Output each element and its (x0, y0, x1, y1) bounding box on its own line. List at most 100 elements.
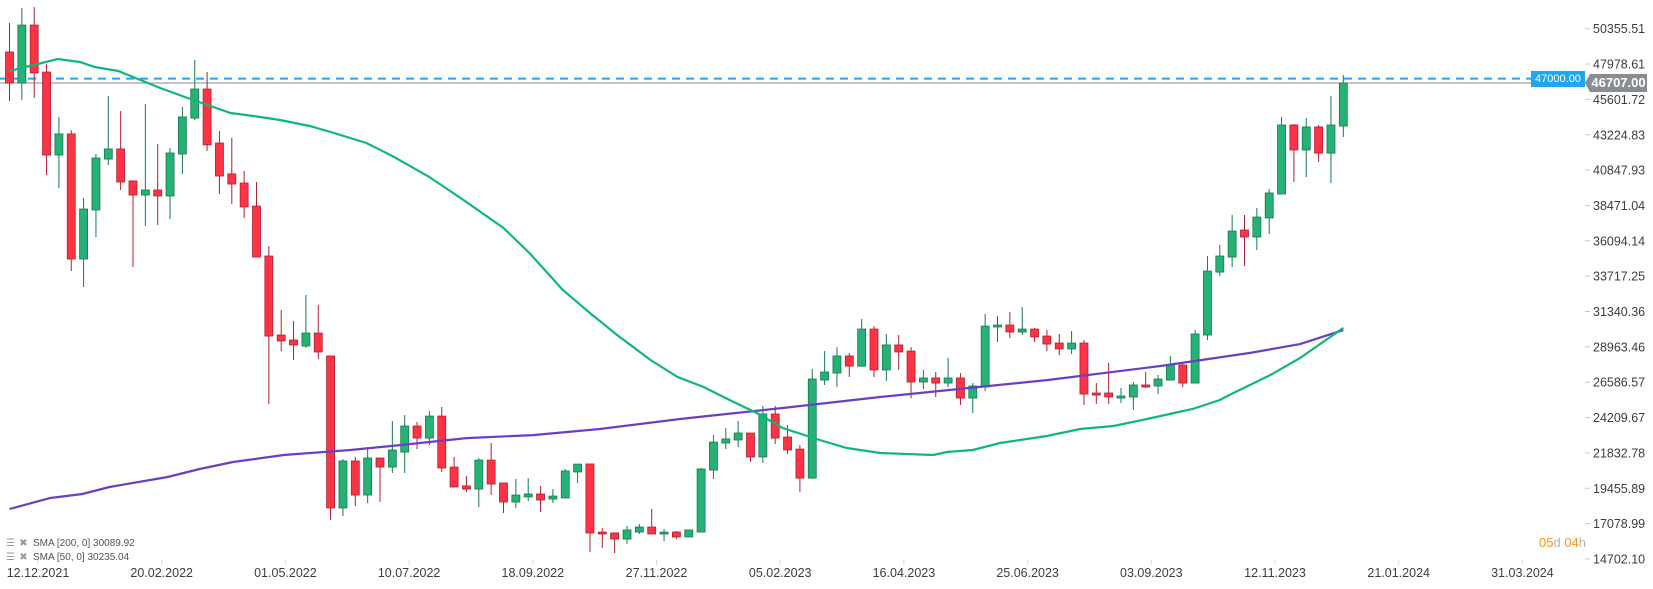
candle-down (610, 532, 620, 554)
candle-body (276, 334, 286, 342)
candle-down (326, 355, 336, 521)
date-tick-label: 20.02.2022 (130, 566, 193, 580)
price-tick-label: 14702.10 (1593, 552, 1645, 566)
candle-body (980, 325, 990, 388)
candle-up (1301, 118, 1311, 178)
candle-up (820, 351, 829, 385)
candle-body (17, 24, 27, 84)
settings-icon[interactable]: ☰ (6, 552, 15, 563)
candle-down (931, 372, 941, 398)
candle-down (647, 509, 657, 535)
remove-icon[interactable]: ✖ (19, 538, 28, 549)
candle-body (869, 328, 879, 371)
candle-up (79, 198, 88, 287)
candle-down (128, 180, 138, 268)
price-tick-label: 17078.99 (1593, 517, 1645, 531)
remove-icon[interactable]: ✖ (19, 552, 28, 563)
candle-body (1091, 392, 1101, 396)
candle-up (1338, 75, 1348, 138)
countdown-days-unit: d (1553, 535, 1561, 550)
price-tick-label: 50355.51 (1593, 22, 1645, 36)
candle-body (301, 332, 311, 347)
candle-down (350, 456, 360, 507)
candle-down (289, 321, 298, 360)
candle-body (474, 459, 484, 490)
candle-up (1190, 329, 1200, 384)
candle-up (1067, 330, 1076, 355)
sma50-line (9, 57, 1344, 457)
candle-up (1277, 116, 1286, 195)
date-tick-label: 10.07.2022 (378, 566, 441, 580)
candle-body (1289, 124, 1299, 151)
candle-body (227, 173, 237, 185)
candle-body (857, 328, 867, 367)
candle-body (1104, 392, 1114, 398)
candle-up (993, 315, 1002, 342)
candle-body (844, 355, 854, 367)
candle-up (733, 420, 743, 447)
candle-body (1030, 328, 1039, 338)
candle-body (585, 463, 595, 534)
candle-down (202, 72, 212, 152)
candle-body (511, 494, 521, 503)
candle-up (919, 369, 928, 389)
candle-body (523, 493, 533, 498)
alert-price-tag[interactable]: 47000.00 (1531, 71, 1585, 87)
candle-down (227, 137, 237, 204)
candle-body (1215, 255, 1225, 273)
candle-up (1116, 388, 1126, 403)
candle-down (1042, 329, 1052, 352)
candle-up (1017, 307, 1027, 336)
candle-down (1104, 362, 1114, 405)
candle-up (1264, 189, 1274, 235)
price-axis[interactable]: 50355.51 47978.61 45601.72 43224.83 40847.93… (1585, 22, 1645, 566)
candle-down (252, 181, 261, 258)
candle-body (202, 88, 212, 146)
candle-body (363, 457, 373, 496)
candle-body (79, 208, 88, 260)
candle-body (1190, 333, 1200, 384)
candle-body (597, 531, 607, 535)
sma200-line (9, 329, 1344, 511)
candle-up (634, 524, 644, 534)
candle-down (1178, 362, 1188, 388)
candle-body (128, 180, 138, 196)
candle-body (91, 157, 101, 211)
price-tick-label: 31340.36 (1593, 305, 1645, 319)
candle-body (647, 526, 657, 535)
candle-body (29, 24, 39, 74)
candle-body (536, 493, 545, 501)
candle-down (869, 326, 879, 377)
candle-down (42, 64, 51, 175)
last-price-tag: 46707.00 (1585, 74, 1647, 92)
candle-up (684, 529, 694, 538)
candle-body (264, 255, 274, 337)
candle-body (807, 378, 817, 479)
candle-body (881, 344, 891, 371)
date-tick-label: 01.05.2022 (254, 566, 317, 580)
candle-down (1054, 333, 1064, 356)
candle-body (1326, 124, 1336, 154)
date-tick-label: 27.11.2022 (626, 566, 688, 580)
candle-body (721, 438, 731, 444)
candle-body (1067, 342, 1076, 350)
candle-body (1314, 126, 1323, 154)
candle-body (746, 432, 755, 458)
date-axis[interactable]: 12.12.2021 20.02.2022 01.05.2022 10.07.2022… (7, 560, 1554, 580)
settings-icon[interactable]: ☰ (6, 538, 15, 549)
candle-body (993, 324, 1002, 328)
candle-up (1252, 207, 1262, 251)
candle-up (943, 358, 953, 388)
candle-body (486, 459, 496, 485)
candle-down (276, 310, 286, 352)
candle-body (733, 432, 743, 441)
candle-up (659, 529, 669, 541)
countdown-hours: 04 (1564, 535, 1579, 550)
candle-down (116, 111, 126, 190)
candle-down (499, 482, 508, 514)
candle-body (684, 529, 694, 538)
candle-down (1030, 328, 1039, 342)
candle-body (634, 526, 644, 533)
candle-body (783, 436, 792, 451)
